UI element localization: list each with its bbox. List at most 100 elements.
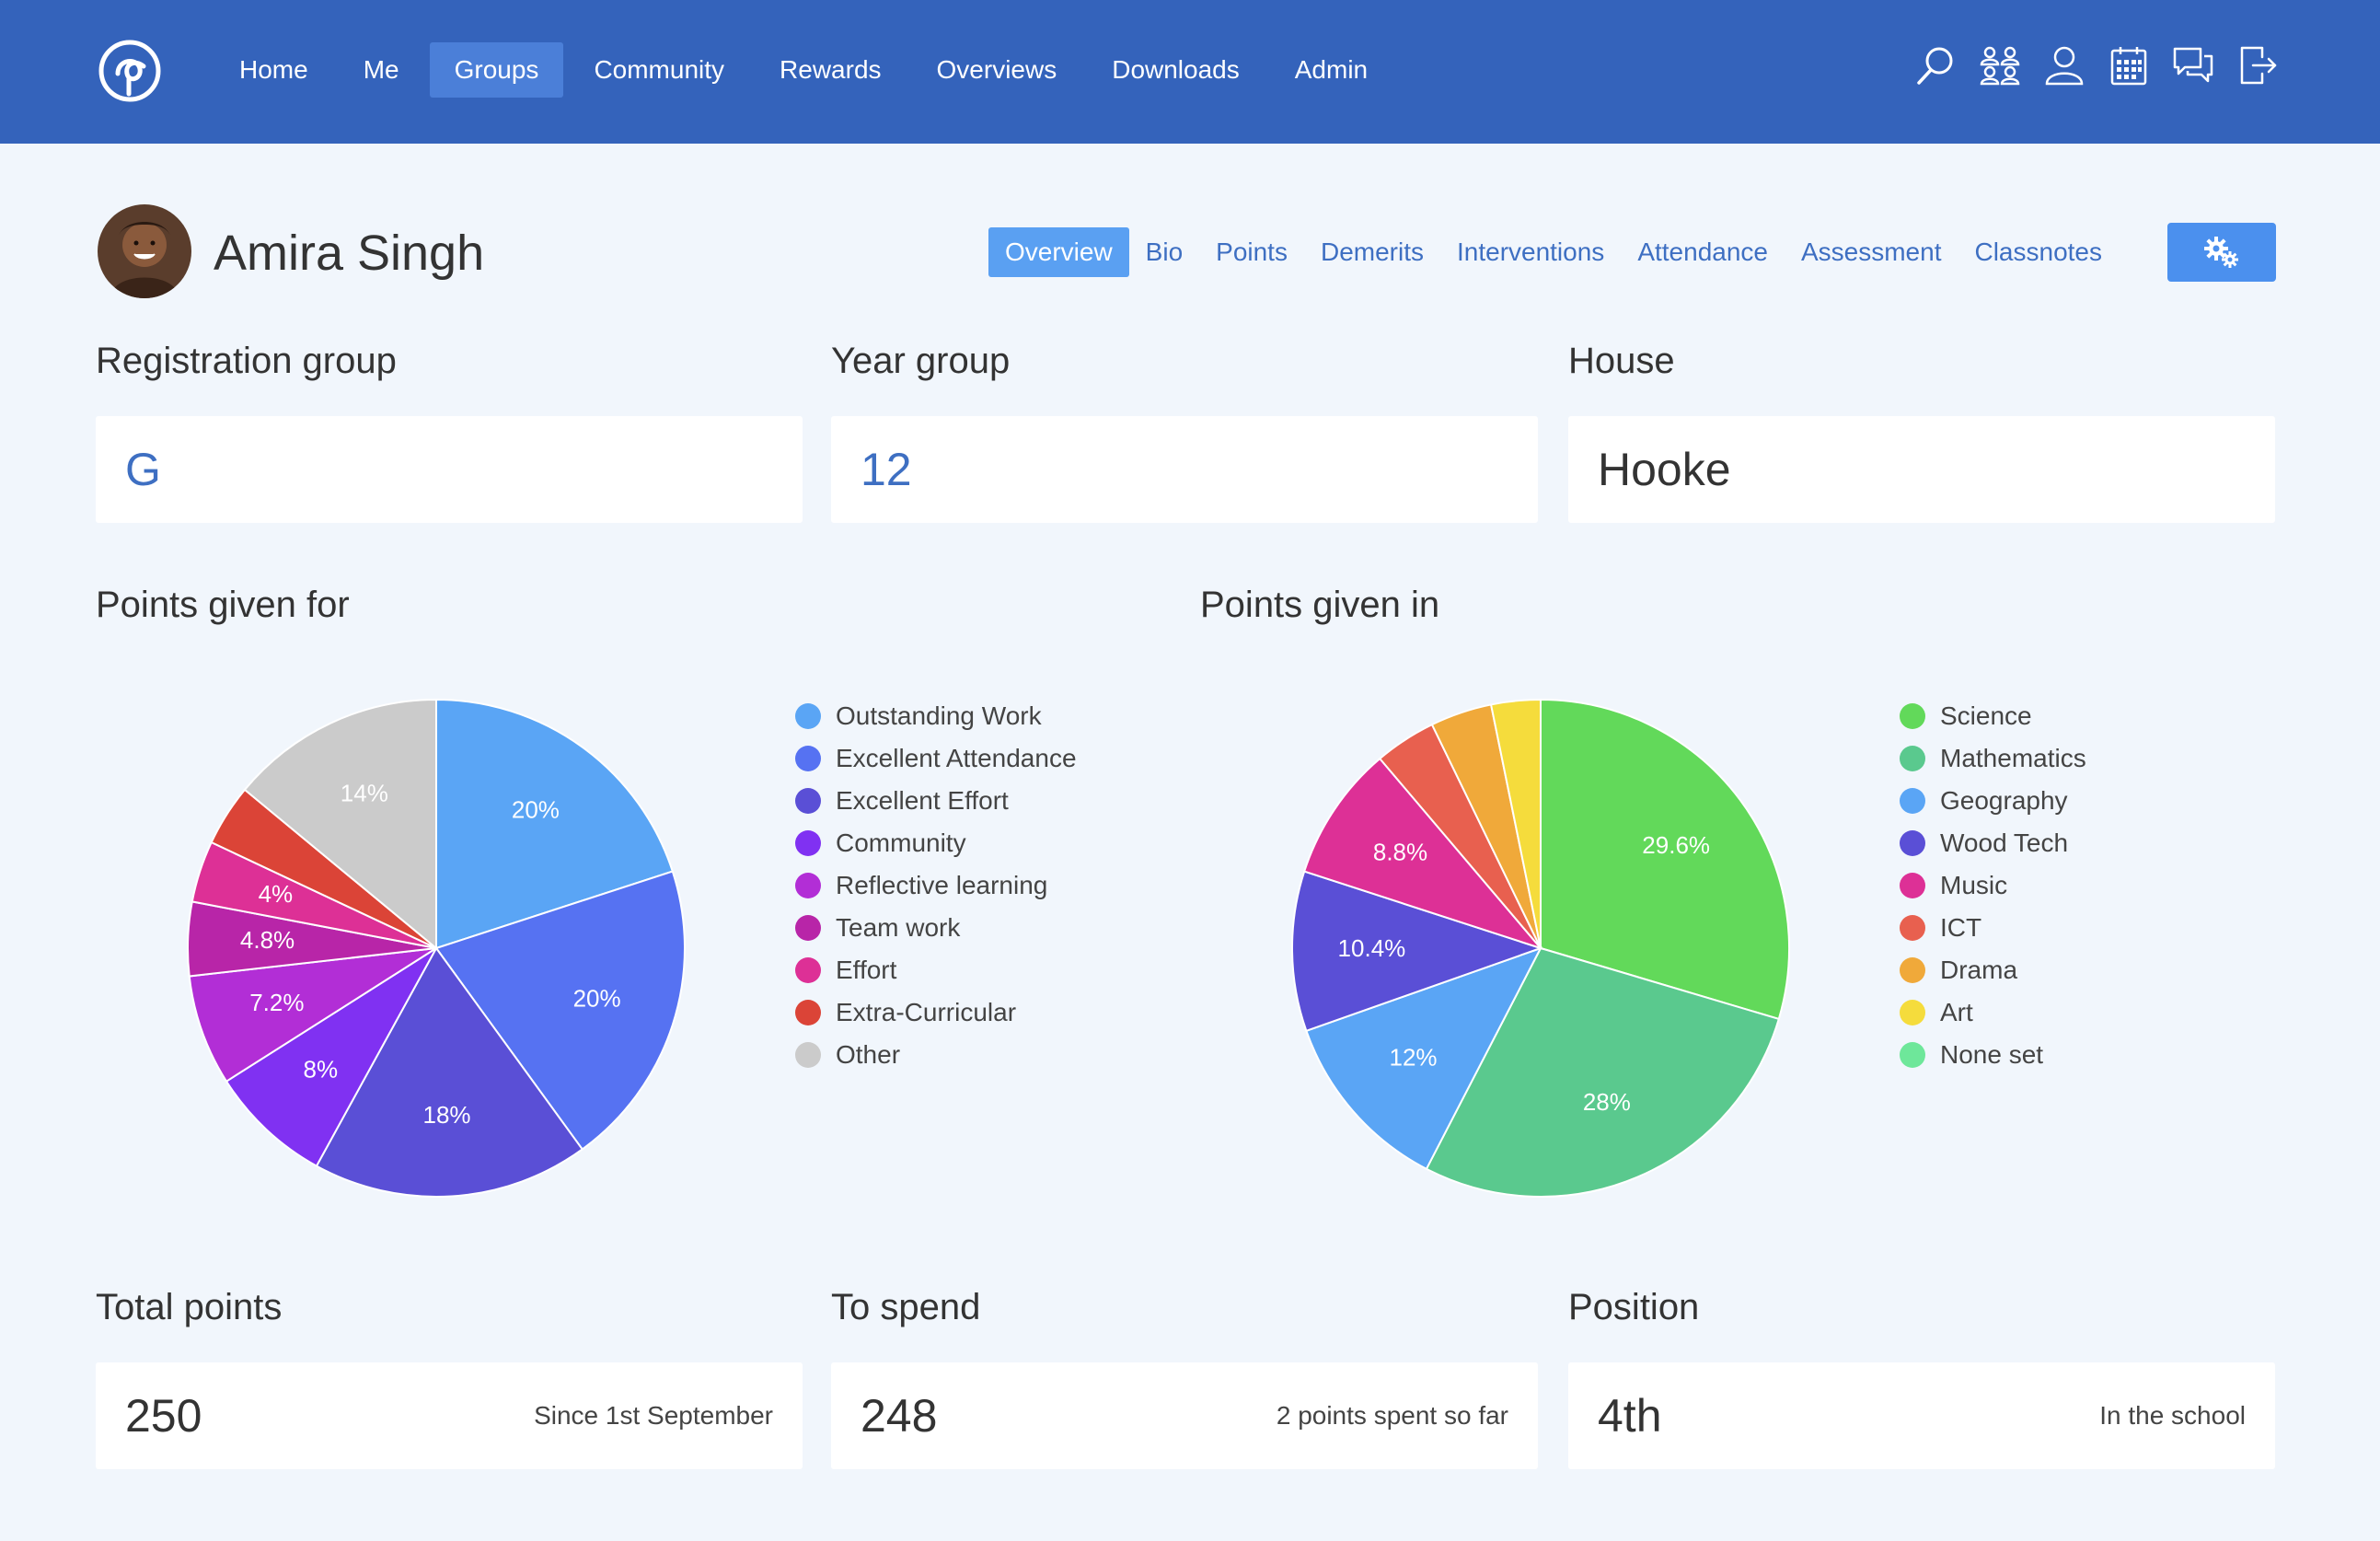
tab-classnotes[interactable]: Classnotes bbox=[1974, 238, 2102, 266]
legend-label: Wood Tech bbox=[1940, 828, 2069, 857]
groups-icon[interactable] bbox=[1979, 44, 2021, 87]
registration-group-card[interactable]: G bbox=[96, 416, 803, 523]
legend-item-extra-curricular[interactable]: Extra-Curricular bbox=[795, 991, 1077, 1034]
slice-label-wood-tech: 10.4% bbox=[1338, 934, 1406, 962]
legend-item-drama[interactable]: Drama bbox=[1900, 949, 2086, 991]
legend-item-art[interactable]: Art bbox=[1900, 991, 2086, 1034]
legend-item-none-set[interactable]: None set bbox=[1900, 1034, 2086, 1076]
nav-item-rewards[interactable]: Rewards bbox=[780, 55, 882, 84]
legend-dot-icon bbox=[795, 703, 821, 729]
total-points-card: 250 Since 1st September bbox=[96, 1362, 803, 1469]
legend-dot-icon bbox=[795, 830, 821, 856]
pie-slice-science[interactable] bbox=[1540, 698, 1790, 1021]
legend-dot-icon bbox=[1900, 788, 1925, 814]
tab-bio[interactable]: Bio bbox=[1145, 238, 1184, 266]
legend-label: Drama bbox=[1940, 956, 2018, 984]
app-logo-icon[interactable] bbox=[98, 39, 162, 103]
pie-slice-community[interactable] bbox=[225, 947, 437, 1167]
nav-item-admin[interactable]: Admin bbox=[1294, 55, 1369, 84]
legend-item-excellent-attendance[interactable]: Excellent Attendance bbox=[795, 737, 1077, 780]
student-name: Amira Singh bbox=[214, 226, 485, 281]
top-icons bbox=[1914, 44, 2279, 87]
nav-item-groups[interactable]: Groups bbox=[429, 42, 564, 98]
legend-dot-icon bbox=[795, 957, 821, 983]
nav-item-community[interactable]: Community bbox=[594, 55, 725, 84]
legend-label: ICT bbox=[1940, 913, 1982, 942]
legend-item-ict[interactable]: ICT bbox=[1900, 907, 2086, 949]
legend-item-outstanding-work[interactable]: Outstanding Work bbox=[795, 695, 1077, 737]
tab-interventions[interactable]: Interventions bbox=[1456, 238, 1605, 266]
legend-dot-icon bbox=[1900, 746, 1925, 771]
pie-slice-excellent-attendance[interactable] bbox=[434, 870, 686, 1151]
registration-group-label: Registration group bbox=[96, 341, 397, 381]
pie-slice-mathematics[interactable] bbox=[1425, 946, 1781, 1198]
legend-item-other[interactable]: Other bbox=[795, 1034, 1077, 1076]
points-given-for-title: Points given for bbox=[96, 585, 350, 625]
tab-attendance[interactable]: Attendance bbox=[1637, 238, 1768, 266]
legend-label: Excellent Attendance bbox=[836, 744, 1077, 772]
search-icon[interactable] bbox=[1914, 44, 1957, 87]
legend-item-effort[interactable]: Effort bbox=[795, 949, 1077, 991]
legend-item-team-work[interactable]: Team work bbox=[795, 907, 1077, 949]
points-given-in-title: Points given in bbox=[1200, 585, 1440, 625]
legend-dot-icon bbox=[1900, 830, 1925, 856]
legend-dot-icon bbox=[795, 915, 821, 941]
slice-label-science: 29.6% bbox=[1642, 831, 1710, 859]
gears-icon bbox=[2204, 237, 2238, 268]
pie-slice-excellent-effort[interactable] bbox=[315, 946, 584, 1198]
pie-slice-outstanding-work[interactable] bbox=[435, 698, 675, 950]
position-label: Position bbox=[1568, 1287, 1700, 1327]
legend-item-reflective-learning[interactable]: Reflective learning bbox=[795, 864, 1077, 907]
legend-dot-icon bbox=[1900, 915, 1925, 941]
calendar-icon[interactable] bbox=[2108, 44, 2150, 87]
main-nav: Home Me Groups Community Rewards Overvie… bbox=[214, 42, 1398, 98]
legend-label: Excellent Effort bbox=[836, 786, 1009, 815]
tab-assessment[interactable]: Assessment bbox=[1800, 238, 1942, 266]
house-label: House bbox=[1568, 341, 1675, 381]
to-spend-note: 2 points spent so far bbox=[1276, 1401, 1508, 1430]
nav-item-downloads[interactable]: Downloads bbox=[1112, 55, 1240, 84]
tab-overview[interactable]: Overview bbox=[988, 227, 1129, 277]
messages-icon[interactable] bbox=[2172, 44, 2214, 87]
total-points-label: Total points bbox=[96, 1287, 283, 1327]
legend-label: Reflective learning bbox=[836, 871, 1048, 899]
pie-slice-other[interactable] bbox=[243, 698, 437, 951]
tab-points[interactable]: Points bbox=[1216, 238, 1288, 266]
pie-slice-wood-tech[interactable] bbox=[1291, 870, 1544, 1033]
legend-dot-icon bbox=[1900, 1000, 1925, 1025]
top-bar: Home Me Groups Community Rewards Overvie… bbox=[0, 0, 2380, 144]
tab-demerits[interactable]: Demerits bbox=[1320, 238, 1424, 266]
slice-label-outstanding-work: 20% bbox=[512, 795, 560, 823]
pie-slice-geography[interactable] bbox=[1305, 946, 1543, 1171]
nav-item-me[interactable]: Me bbox=[363, 55, 399, 84]
student-tabs: Overview Bio Points Demerits Interventio… bbox=[988, 227, 2119, 277]
nav-item-home[interactable]: Home bbox=[239, 55, 308, 84]
pie-slice-music[interactable] bbox=[1302, 757, 1544, 951]
legend-item-community[interactable]: Community bbox=[795, 822, 1077, 864]
nav-item-overviews[interactable]: Overviews bbox=[936, 55, 1057, 84]
position-card: 4th In the school bbox=[1568, 1362, 2275, 1469]
legend-label: None set bbox=[1940, 1040, 2044, 1069]
legend-dot-icon bbox=[795, 1000, 821, 1025]
year-group-card[interactable]: 12 bbox=[831, 416, 1538, 523]
avatar bbox=[98, 204, 191, 298]
legend-item-geography[interactable]: Geography bbox=[1900, 780, 2086, 822]
legend-label: Team work bbox=[836, 913, 961, 942]
pie-slice-reflective-learning[interactable] bbox=[188, 947, 437, 1083]
slice-label-excellent-attendance: 20% bbox=[573, 985, 621, 1013]
user-icon[interactable] bbox=[2043, 44, 2085, 87]
logout-icon[interactable] bbox=[2236, 44, 2279, 87]
legend-item-music[interactable]: Music bbox=[1900, 864, 2086, 907]
legend-item-mathematics[interactable]: Mathematics bbox=[1900, 737, 2086, 780]
legend-item-wood-tech[interactable]: Wood Tech bbox=[1900, 822, 2086, 864]
legend-item-science[interactable]: Science bbox=[1900, 695, 2086, 737]
points-given-for-legend: Outstanding Work Excellent Attendance Exce… bbox=[795, 695, 1077, 1076]
pie-slice-art[interactable] bbox=[1489, 698, 1542, 949]
legend-item-excellent-effort[interactable]: Excellent Effort bbox=[795, 780, 1077, 822]
legend-label: Extra-Curricular bbox=[836, 998, 1017, 1026]
position-value: 4th bbox=[1598, 1390, 1662, 1442]
legend-label: Outstanding Work bbox=[836, 701, 1042, 730]
points-given-in-legend: Science Mathematics Geography Wood Tech Musi… bbox=[1900, 695, 2086, 1076]
legend-label: Mathematics bbox=[1940, 744, 2086, 772]
settings-button[interactable] bbox=[2167, 223, 2276, 282]
